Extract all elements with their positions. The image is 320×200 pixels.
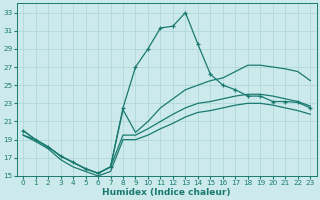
X-axis label: Humidex (Indice chaleur): Humidex (Indice chaleur) bbox=[102, 188, 231, 197]
